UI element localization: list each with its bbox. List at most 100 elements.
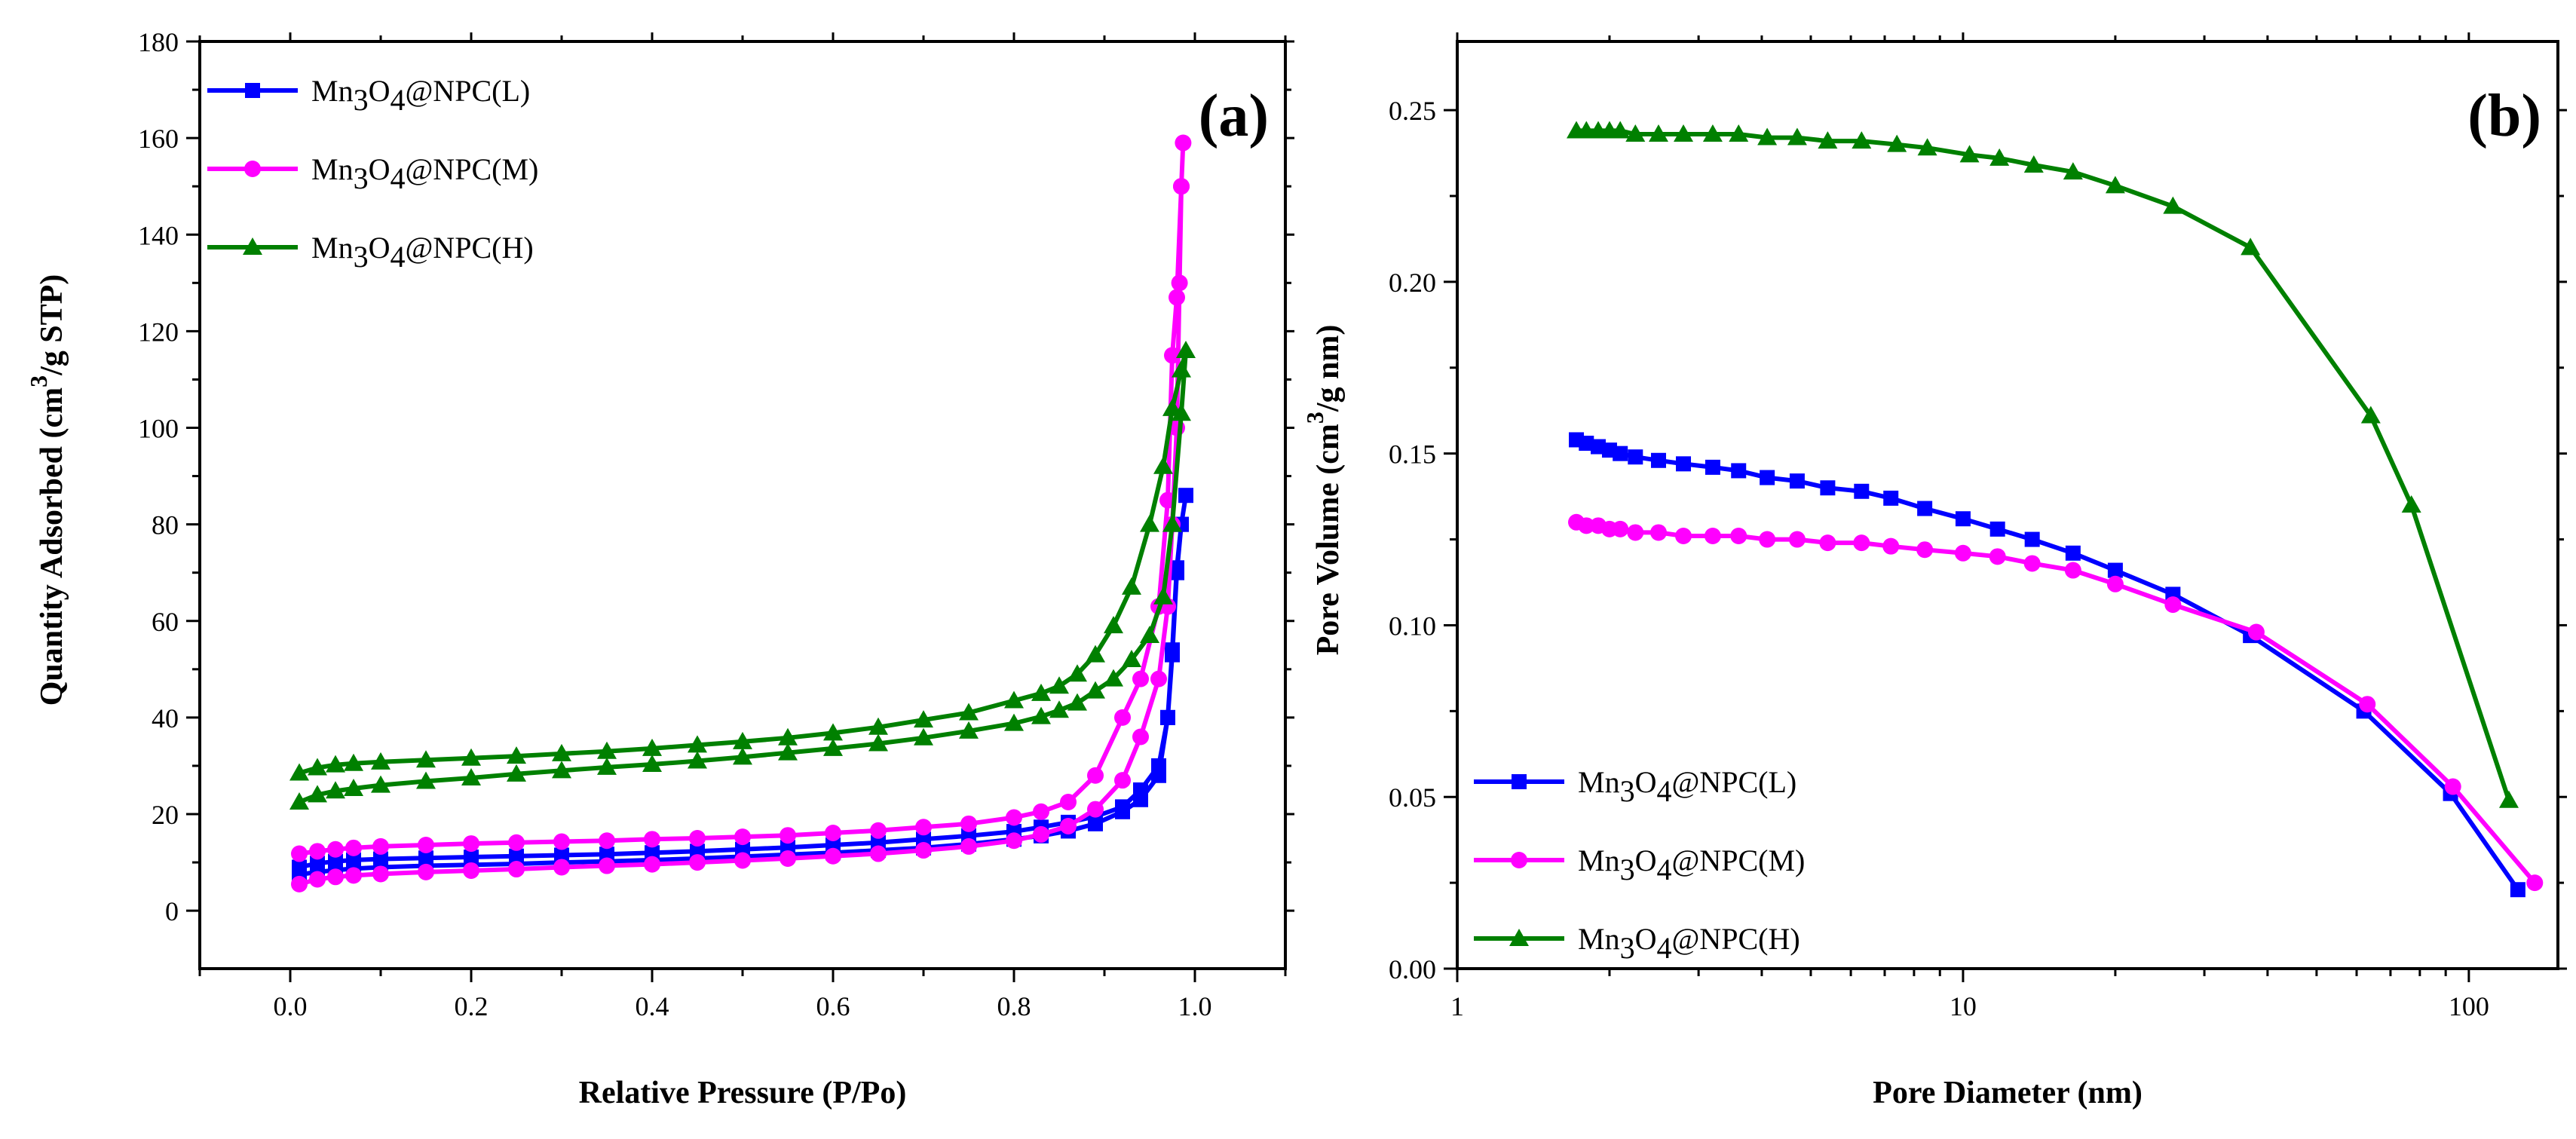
data-point	[1674, 124, 1694, 142]
data-point	[461, 767, 481, 785]
data-point	[914, 710, 933, 728]
data-point	[291, 875, 308, 893]
legend-text: @NPC(H)	[1671, 922, 1800, 956]
legend-subscript: 3	[354, 83, 369, 117]
legend-text: Mn	[1578, 922, 1620, 956]
data-point	[2107, 562, 2123, 578]
legend-text: Mn	[311, 74, 354, 108]
data-point	[1852, 131, 1872, 149]
series-Mn3O4@NPC(M)	[1568, 513, 2544, 892]
data-point	[1788, 531, 1806, 548]
data-point	[2359, 696, 2376, 713]
y-axis-label: Pore Volume (cm3/g nm)	[1301, 325, 1346, 656]
data-point	[1627, 524, 1644, 541]
legend-text: O	[1635, 765, 1657, 799]
data-point	[1132, 728, 1149, 746]
data-point	[326, 755, 345, 773]
data-point	[1959, 145, 1980, 163]
data-point	[1169, 565, 1184, 580]
legend-text: Mn	[311, 231, 354, 265]
data-point	[2063, 162, 2083, 180]
legend-text: Mn	[311, 152, 354, 186]
data-point	[1162, 398, 1182, 416]
legend-text: O	[369, 152, 391, 186]
y-tick-label: 100	[138, 414, 179, 444]
data-point	[1006, 832, 1022, 850]
legend-subscript: 4	[1656, 853, 1671, 886]
x-tick-label: 0.2	[455, 991, 489, 1021]
data-point	[644, 831, 660, 848]
y-axis-label-text: Pore Volume (cm	[1311, 424, 1346, 655]
data-point	[1759, 531, 1776, 548]
data-point	[463, 862, 479, 879]
x-tick-label: 100	[2449, 991, 2489, 1021]
data-point	[960, 815, 977, 832]
data-point	[1031, 683, 1051, 701]
data-point	[599, 832, 615, 850]
data-point	[345, 867, 362, 884]
data-point	[780, 827, 796, 844]
legend-text: @NPC(M)	[405, 152, 538, 186]
data-point	[915, 842, 932, 859]
data-point	[2023, 555, 2041, 572]
x-axis-label: Pore Diameter (nm)	[1873, 1076, 2143, 1110]
data-point	[645, 845, 660, 861]
x-tick-label: 0.8	[997, 991, 1031, 1021]
data-point	[507, 746, 526, 764]
data-point	[1760, 470, 1775, 485]
data-point	[1153, 456, 1173, 474]
legend-text: Mn	[1578, 765, 1620, 799]
legend-subscript: 3	[1620, 931, 1635, 965]
data-point	[309, 871, 326, 888]
y-tick-label: 20	[152, 800, 179, 830]
data-point	[1954, 544, 1971, 562]
data-point	[2105, 176, 2125, 194]
data-point	[371, 775, 391, 793]
data-point	[2247, 623, 2265, 641]
data-point	[689, 830, 706, 847]
data-point	[2106, 575, 2124, 592]
data-point	[1820, 480, 1836, 496]
legend-subscript: 4	[1656, 931, 1671, 965]
data-point	[2510, 882, 2525, 898]
y-axis-label-superscript: 3	[1301, 412, 1328, 424]
data-point	[416, 750, 436, 768]
series-Mn3O4@NPC(H)	[289, 341, 1196, 810]
legend-text: @NPC(H)	[405, 231, 533, 265]
data-point	[1757, 127, 1778, 145]
data-point	[508, 861, 525, 878]
data-point	[2164, 596, 2182, 614]
data-point	[825, 847, 841, 865]
y-tick-label: 60	[152, 607, 179, 637]
legend-label: Mn3O4@NPC(M)	[1578, 844, 1805, 886]
data-point	[1818, 131, 1838, 149]
data-point	[599, 857, 615, 874]
x-tick-label: 10	[1950, 991, 1977, 1021]
data-point	[289, 791, 309, 810]
series-Mn3O4@NPC(L)	[1569, 432, 2525, 898]
data-point	[1176, 341, 1196, 358]
data-point	[1625, 124, 1646, 142]
data-point	[289, 763, 309, 781]
series-Mn3O4@NPC(M)	[291, 134, 1192, 893]
x-tick-label: 0.6	[816, 991, 850, 1021]
data-point	[1675, 528, 1692, 544]
data-point	[597, 741, 617, 759]
data-point	[1162, 514, 1182, 532]
data-point	[778, 742, 798, 761]
data-point	[1729, 124, 1749, 142]
y-axis-label-text: /g STP)	[35, 274, 69, 376]
data-point	[734, 852, 751, 869]
data-point	[734, 828, 751, 846]
series-line	[299, 493, 1188, 877]
data-point	[1114, 772, 1131, 789]
data-point	[1086, 645, 1105, 663]
data-point	[915, 819, 932, 836]
data-point	[1173, 178, 1190, 195]
legend-marker	[245, 83, 260, 98]
data-point	[1151, 758, 1166, 773]
y-tick-label: 80	[152, 510, 179, 540]
chart-panel-b: 1 10 100 0.00 0.05 0.10 0.15 0.20 0.25 Pore Diame…	[1301, 32, 2567, 1110]
data-point	[1031, 706, 1051, 724]
legend-marker	[244, 161, 261, 177]
